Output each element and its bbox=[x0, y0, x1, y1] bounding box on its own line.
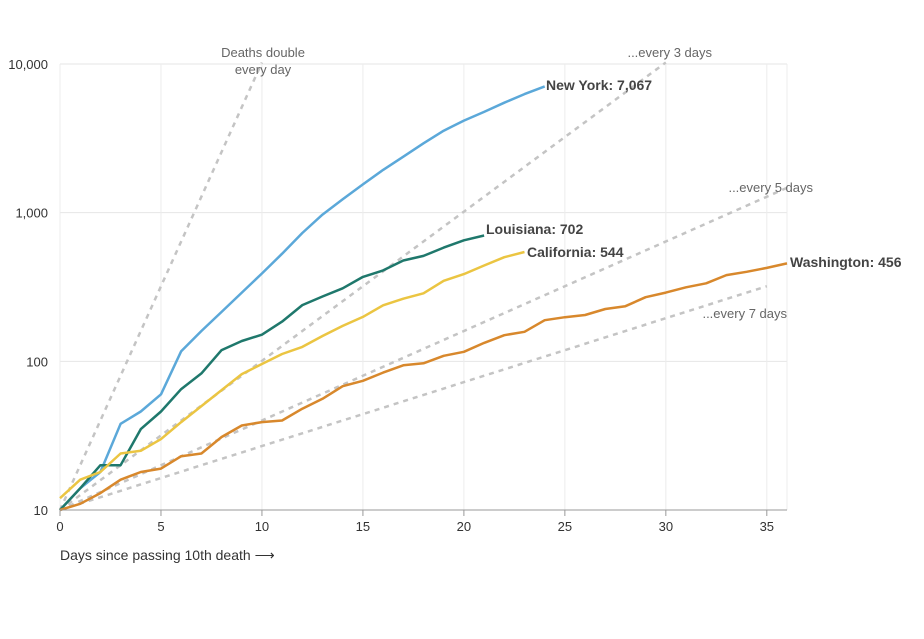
y-tick-label: 1,000 bbox=[15, 206, 48, 221]
reference-line bbox=[58, 61, 264, 511]
series-lines: New York: 7,067 Louisiana: 702 California:… bbox=[59, 77, 902, 512]
series-line-washington bbox=[59, 262, 788, 512]
series-line-california bbox=[59, 250, 525, 500]
y-tick-label: 10 bbox=[34, 503, 48, 518]
y-tick-label: 10,000 bbox=[8, 57, 48, 72]
x-tick-label: 15 bbox=[356, 519, 370, 534]
reference-line-label: every day bbox=[235, 62, 292, 77]
series-label: New York: 7,067 bbox=[546, 77, 652, 93]
x-tick-label: 20 bbox=[457, 519, 471, 534]
x-tick-label: 30 bbox=[659, 519, 673, 534]
reference-line bbox=[59, 186, 788, 512]
series-label: Louisiana: 702 bbox=[486, 221, 583, 237]
x-tick-label: 0 bbox=[56, 519, 63, 534]
x-tick-label: 10 bbox=[255, 519, 269, 534]
reference-lines: Deaths double every day ...every 3 days...… bbox=[58, 45, 813, 512]
reference-line bbox=[59, 285, 768, 512]
series-line-new-york bbox=[59, 85, 546, 511]
series-label: Washington: 456 bbox=[790, 254, 902, 270]
x-tick-label: 5 bbox=[157, 519, 164, 534]
y-tick-label: 100 bbox=[26, 354, 48, 369]
x-tick-label: 25 bbox=[558, 519, 572, 534]
reference-line-label: ...every 5 days bbox=[728, 180, 813, 195]
x-tick-label: 35 bbox=[760, 519, 774, 534]
reference-line-label: ...every 7 days bbox=[702, 306, 787, 321]
x-axis-label: Days since passing 10th death ⟶ bbox=[60, 547, 275, 563]
series-label: California: 544 bbox=[527, 244, 624, 260]
reference-line-label: Deaths double bbox=[221, 45, 305, 60]
axes: 10 100 1,000 10,000 0 5 10 15 20 25 30 35 bbox=[8, 57, 787, 534]
reference-line-label: ...every 3 days bbox=[627, 45, 712, 60]
series-line-louisiana bbox=[59, 234, 485, 511]
grid bbox=[59, 63, 788, 511]
